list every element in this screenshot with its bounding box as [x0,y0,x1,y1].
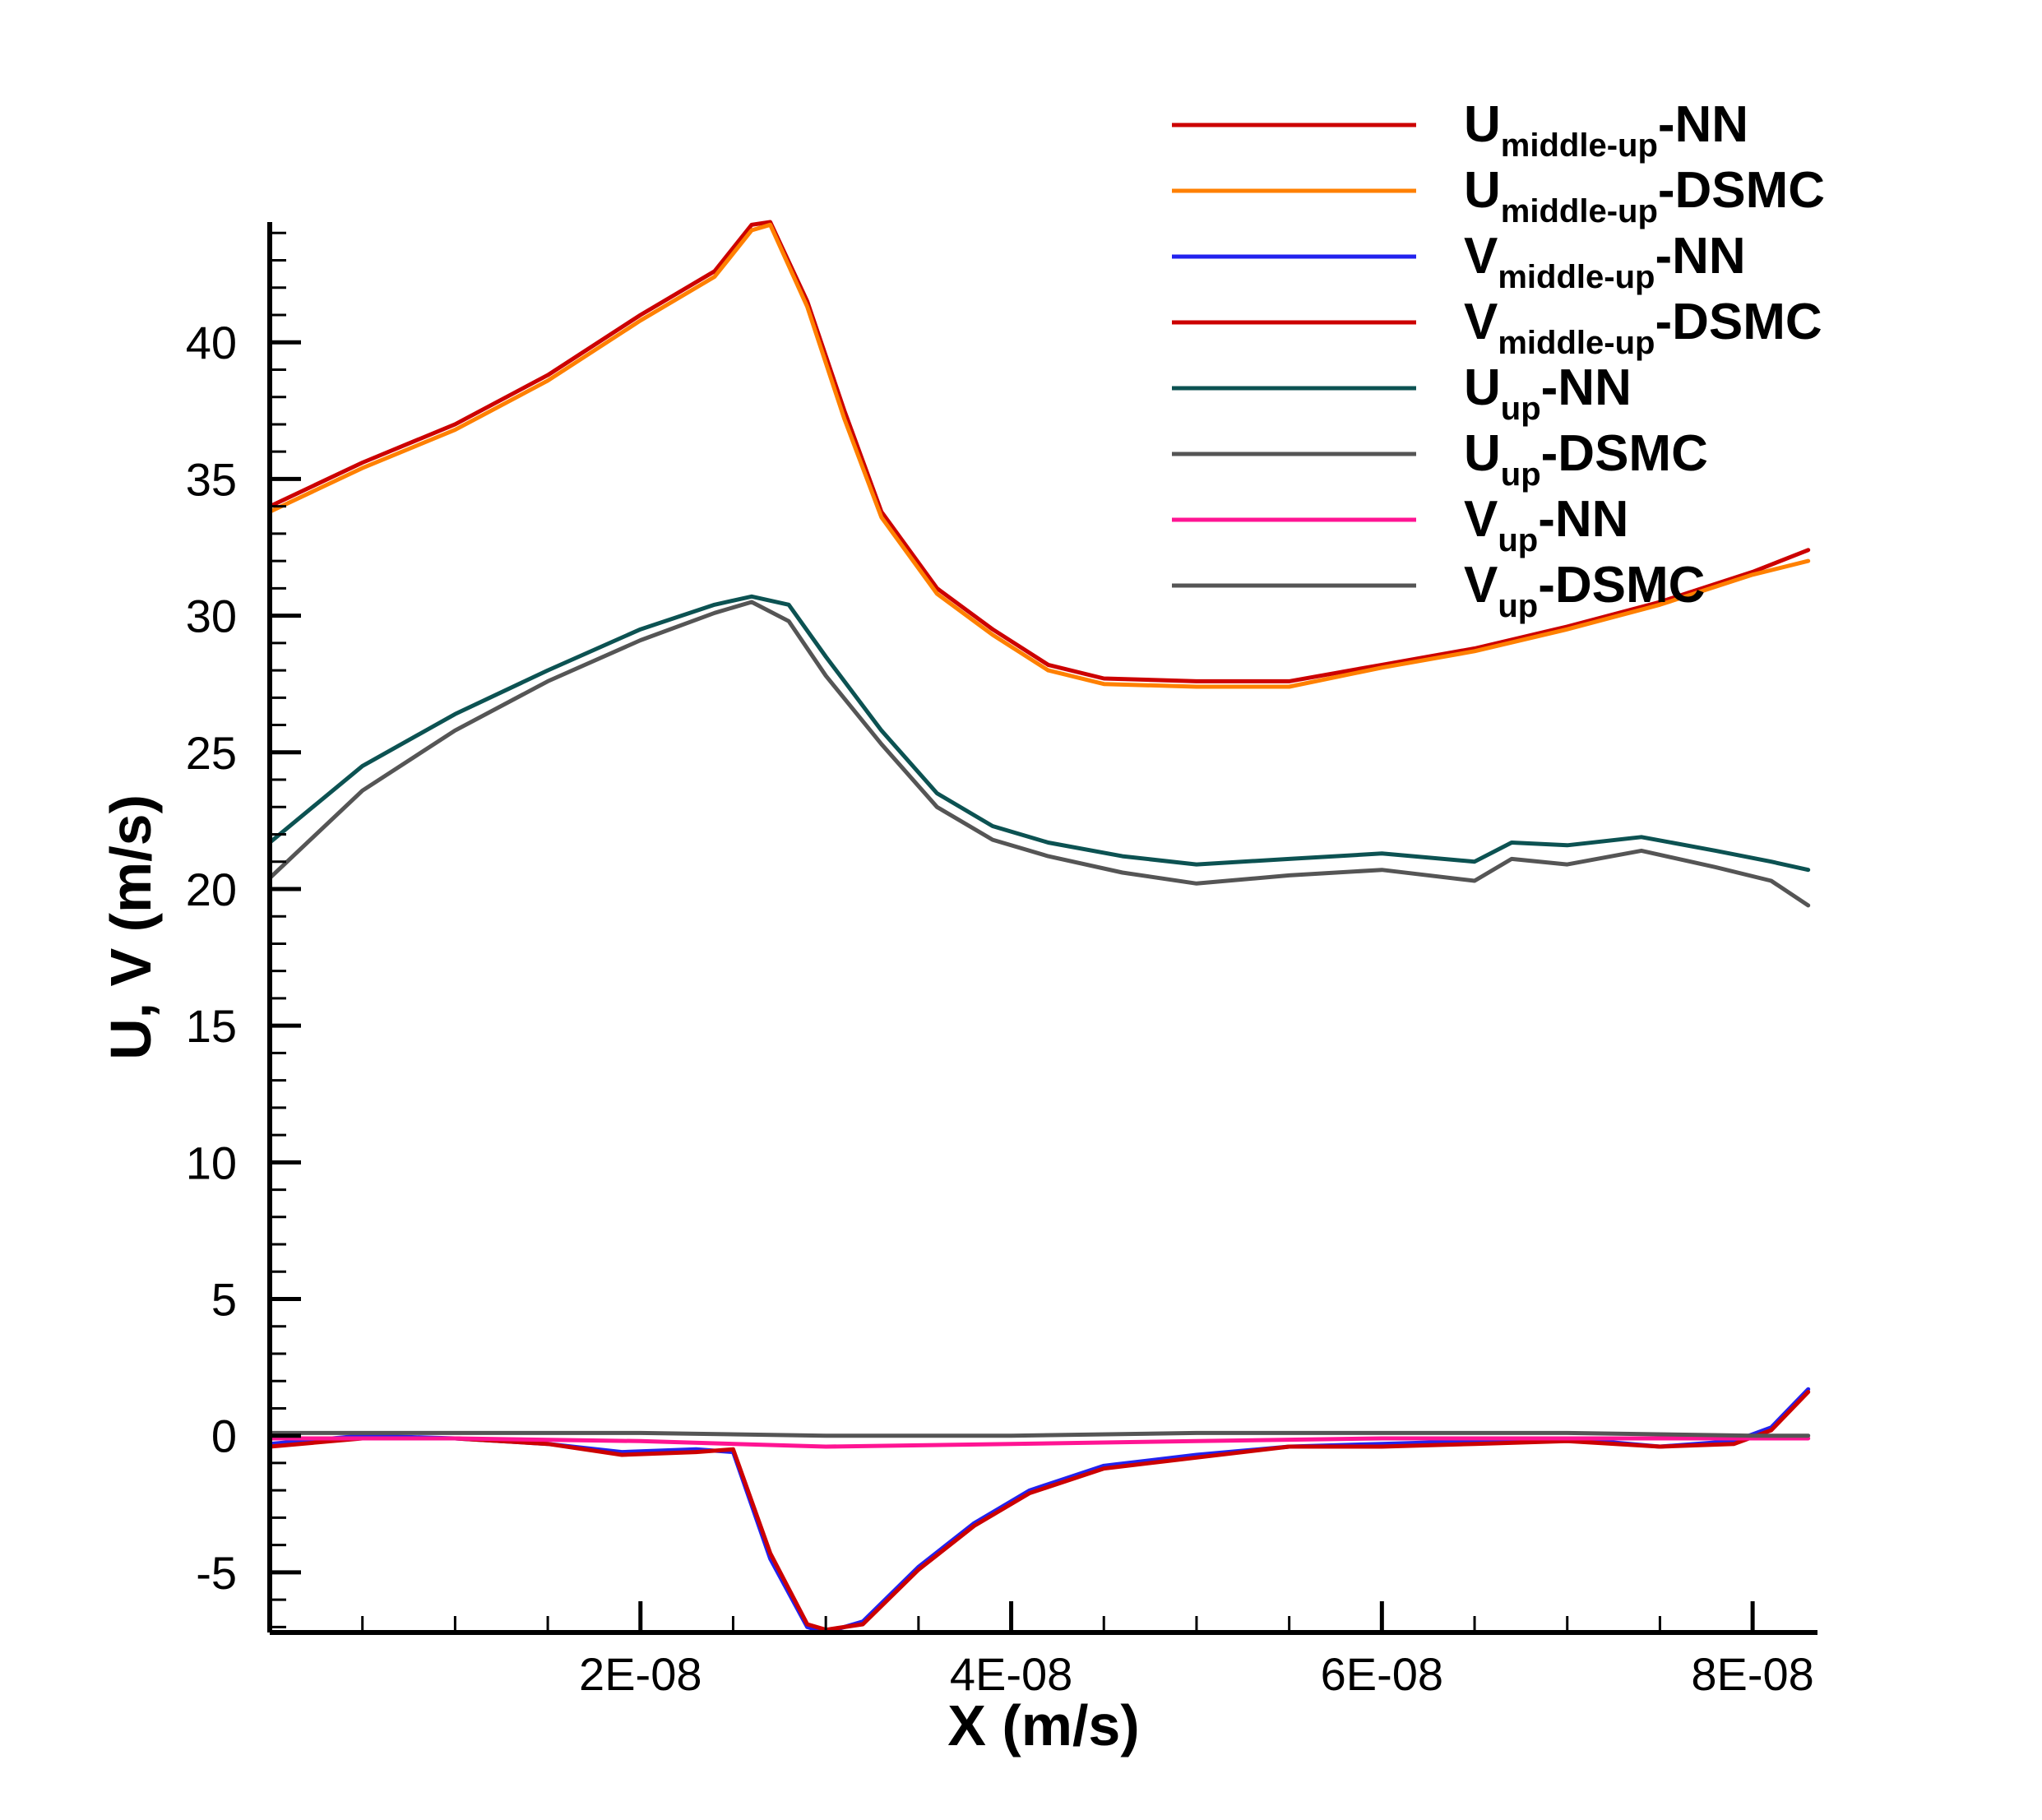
legend-label-suffix: -DSMC [1538,557,1705,614]
legend-label-suffix: -NN [1541,359,1632,416]
legend-label-main: V [1464,294,1498,350]
y-tick-label: 5 [211,1274,237,1326]
series-layer [267,220,1811,1635]
legend-entry: Umiddle-up-NN [1172,96,1748,164]
legend-entry: Umiddle-up-DSMC [1172,162,1825,229]
legend-entry: Vmiddle-up-NN [1172,228,1746,295]
x-tick-label: 8E-08 [1691,1648,1813,1700]
labels-layer: X (m/s) U, V (m/s) [99,794,1140,1757]
legend-entry: Uup-NN [1172,359,1632,427]
legend-label-main: U [1464,425,1501,482]
legend-label-suffix: -DSMC [1658,162,1825,219]
y-tick-label: 0 [211,1410,237,1462]
legend-label-suffix: -NN [1658,96,1748,153]
legend-label-subscript: up [1501,391,1541,427]
legend-label-main: U [1464,162,1501,219]
legend-label-suffix: -NN [1538,491,1628,548]
y-tick-label: 35 [186,453,237,505]
x-tick-label: 2E-08 [579,1648,702,1700]
y-tick-label: 10 [186,1137,237,1188]
legend-label-subscript: up [1498,588,1538,624]
y-tick-label: 40 [186,317,237,368]
y-tick-label: -5 [196,1547,237,1599]
legend-label-subscript: middle-up [1498,325,1655,361]
series-line-v-up-dsmc [267,1430,1811,1438]
legend-label-main: V [1464,491,1498,548]
y-axis-title: U, V (m/s) [99,794,163,1060]
legend-label-suffix: -DSMC [1655,294,1822,350]
legend-label-main: V [1464,557,1498,614]
legend-label-subscript: middle-up [1501,127,1658,164]
legend-entry: Vup-DSMC [1172,557,1705,624]
y-tick-label: 20 [186,864,237,915]
legend-label: Vmiddle-up-DSMC [1464,294,1822,361]
axes-layer: -5 0 5 10 15 20 25 30 35 40 2E-08 4E-08 6E-08 8E-08 [186,222,1817,1700]
legend-label-main: U [1464,96,1501,153]
legend-label-subscript: up [1498,522,1538,558]
legend: Umiddle-up-NNUmiddle-up-DSMCVmiddle-up-N… [1172,96,1825,624]
y-tick-label: 15 [186,1000,237,1052]
legend-label-main: U [1464,359,1501,416]
series-line-u-up-nn [267,594,1811,873]
series-line-v-middle-up-nn [267,1387,1811,1635]
legend-label: Vmiddle-up-NN [1464,228,1746,295]
legend-label-main: V [1464,228,1498,285]
legend-label-subscript: middle-up [1498,259,1655,295]
legend-label: Uup-DSMC [1464,425,1708,493]
legend-label: Umiddle-up-DSMC [1464,162,1825,229]
legend-label-subscript: middle-up [1501,193,1658,229]
x-axis-title: X (m/s) [947,1693,1139,1757]
legend-label-subscript: up [1501,456,1541,493]
x-tick-label: 6E-08 [1321,1648,1443,1700]
series-line-v-middle-up-dsmc [267,1390,1811,1632]
series-line-u-middle-up-nn [267,220,1811,683]
x-tick-label: 4E-08 [950,1648,1072,1700]
y-tick-label: 30 [186,590,237,642]
legend-label: Uup-NN [1464,359,1632,427]
series-line-u-up-dsmc [267,600,1811,908]
series-line-v-up-nn [267,1436,1811,1449]
legend-label: Vup-DSMC [1464,557,1705,624]
legend-label: Vup-NN [1464,491,1628,558]
series-line-u-middle-up-dsmc [267,222,1811,689]
legend-entry: Vmiddle-up-DSMC [1172,294,1822,361]
legend-entry: Vup-NN [1172,491,1628,558]
legend-label: Umiddle-up-NN [1464,96,1748,164]
legend-label-suffix: -NN [1655,228,1745,285]
y-tick-label: 25 [186,727,237,779]
legend-label-suffix: -DSMC [1541,425,1708,482]
legend-entry: Uup-DSMC [1172,425,1708,493]
